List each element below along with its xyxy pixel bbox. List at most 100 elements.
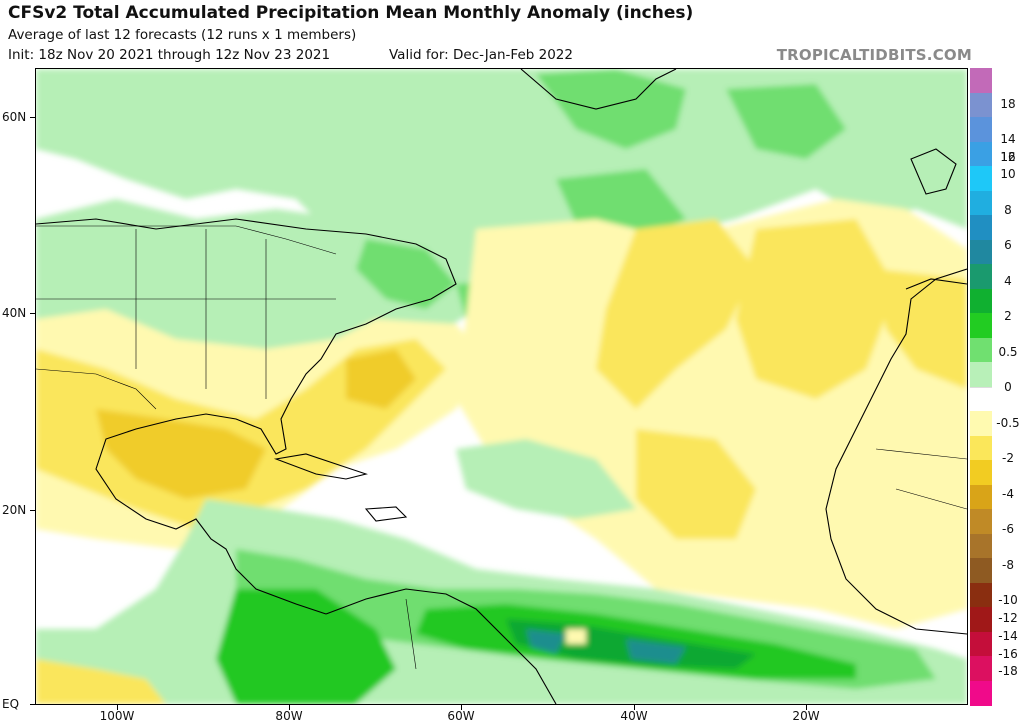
coast-south-america bbox=[325, 588, 557, 704]
border-us-canada bbox=[36, 225, 337, 255]
tick-20w bbox=[806, 705, 807, 710]
valid-text: Valid for: Dec-Jan-Feb 2022 bbox=[389, 47, 573, 63]
legend-label-0: 0 bbox=[1004, 380, 1012, 394]
legend-label-neg4: -4 bbox=[1002, 487, 1014, 501]
legend-label-0-5: 0.5 bbox=[998, 345, 1018, 359]
legend-label-neg14: -14 bbox=[998, 629, 1018, 643]
colorbar-bin bbox=[970, 680, 992, 706]
map-canvas bbox=[36, 69, 967, 704]
anomaly-central-yellow-mid2 bbox=[736, 219, 896, 399]
lat-label-40n: 40N bbox=[2, 306, 27, 320]
legend-label-4: 4 bbox=[1004, 274, 1012, 288]
border-africa-1 bbox=[875, 448, 967, 460]
colorbar-bin bbox=[970, 386, 992, 412]
coast-hispaniola bbox=[364, 506, 408, 522]
legend-label-neg0-5: -0.5 bbox=[996, 416, 1020, 430]
colorbar-bin bbox=[970, 533, 992, 559]
colorbar-bin bbox=[970, 215, 992, 241]
colorbar-bin bbox=[970, 117, 992, 143]
border-sa-1 bbox=[405, 598, 417, 670]
anomaly-gulf-yellow-mid bbox=[36, 339, 446, 529]
tick-eq bbox=[30, 704, 35, 705]
tick-40n bbox=[30, 313, 35, 314]
anomaly-mid-green-band bbox=[456, 439, 636, 519]
anomaly-southwest-yellow bbox=[36, 659, 166, 704]
colorbar-bin bbox=[970, 411, 992, 437]
anomaly-map bbox=[35, 68, 968, 705]
coast-iberia bbox=[905, 278, 967, 290]
tick-40w bbox=[634, 705, 635, 710]
lon-label-80w: 80W bbox=[275, 709, 303, 723]
legend-label-16-hidden: 16 bbox=[1000, 150, 1016, 164]
colorbar-bin bbox=[970, 166, 992, 192]
coast-greenland bbox=[520, 69, 677, 110]
lon-label-60w: 60W bbox=[447, 709, 475, 723]
brand-watermark: TROPICALTIDBITS.COM bbox=[776, 46, 972, 64]
colorbar-bin bbox=[970, 190, 992, 216]
legend-label-14: 14 bbox=[1000, 132, 1016, 146]
coast-north-america bbox=[36, 218, 457, 615]
anomaly-east-yellow bbox=[876, 269, 967, 389]
anomaly-north-green bbox=[36, 69, 967, 294]
coast-africa bbox=[825, 268, 967, 635]
tick-20n bbox=[30, 510, 35, 511]
map-title: CFSv2 Total Accumulated Precipitation Me… bbox=[8, 3, 694, 23]
init-line: Init: 18z Nov 20 2021 through 12z Nov 23… bbox=[8, 47, 573, 63]
lon-label-20w: 20W bbox=[792, 709, 820, 723]
legend-label-10: 10 bbox=[1000, 167, 1016, 181]
anomaly-itcz-teal bbox=[526, 629, 566, 654]
colorbar-bin bbox=[970, 631, 992, 657]
colorbar-bin bbox=[970, 264, 992, 290]
anomaly-white-patch bbox=[566, 629, 586, 644]
colorbar-bin bbox=[970, 460, 992, 486]
borders bbox=[36, 225, 967, 670]
colorbar-bin bbox=[970, 141, 992, 167]
anomaly-central-yellow-mid bbox=[596, 219, 756, 409]
legend-label-8: 8 bbox=[1004, 203, 1012, 217]
colorbar-bin bbox=[970, 582, 992, 608]
legend-label-2: 2 bbox=[1004, 309, 1012, 323]
colorbar-bin bbox=[970, 558, 992, 584]
colorbar-bin bbox=[970, 288, 992, 314]
border-africa-2 bbox=[895, 488, 967, 510]
colorbar-bin bbox=[970, 509, 992, 535]
colorbar-bin bbox=[970, 607, 992, 633]
anomaly-eastus-green-dark bbox=[356, 239, 456, 309]
legend-label-12: 12 bbox=[1000, 150, 1016, 164]
anomaly-mid-yellow bbox=[636, 429, 756, 539]
tick-60w bbox=[461, 705, 462, 710]
colorbar-bin bbox=[970, 239, 992, 265]
tick-80w bbox=[289, 705, 290, 710]
lat-label-eq: EQ bbox=[2, 697, 20, 711]
legend-label-neg18: -18 bbox=[998, 664, 1018, 678]
lat-label-60n: 60N bbox=[2, 110, 27, 124]
legend-label-6: 6 bbox=[1004, 238, 1012, 252]
anomaly-north-green-dark bbox=[536, 69, 686, 149]
colorbar bbox=[970, 68, 992, 706]
colorbar-bin bbox=[970, 435, 992, 461]
anomaly-sa-green bbox=[216, 589, 396, 704]
colorbar-bin bbox=[970, 92, 992, 118]
anomaly-field bbox=[36, 69, 967, 704]
lat-label-20n: 20N bbox=[2, 503, 27, 517]
coastlines bbox=[36, 69, 967, 704]
coast-cuba bbox=[273, 453, 368, 480]
colorbar-bin bbox=[970, 337, 992, 363]
anomaly-gulf-orange bbox=[96, 409, 266, 499]
init-text: Init: 18z Nov 20 2021 through 12z Nov 23… bbox=[8, 47, 331, 63]
legend-label-neg8: -8 bbox=[1002, 558, 1014, 572]
map-subtitle: Average of last 12 forecasts (12 runs x … bbox=[8, 27, 357, 43]
anomaly-atl-orange bbox=[346, 349, 416, 409]
lon-label-100w: 100W bbox=[99, 709, 135, 723]
legend-label-neg6: -6 bbox=[1002, 522, 1014, 536]
legend-label-neg12: -12 bbox=[998, 611, 1018, 625]
colorbar-bin bbox=[970, 68, 992, 94]
colorbar-bin bbox=[970, 362, 992, 388]
legend-label-18: 18 bbox=[1000, 97, 1016, 111]
legend-label-neg16: -16 bbox=[998, 647, 1018, 661]
anomaly-north-green-dark2 bbox=[726, 84, 846, 159]
border-us-mexico bbox=[36, 368, 157, 410]
legend-label-neg10: -10 bbox=[998, 593, 1018, 607]
coast-british-isles bbox=[910, 148, 957, 195]
colorbar-bin bbox=[970, 313, 992, 339]
